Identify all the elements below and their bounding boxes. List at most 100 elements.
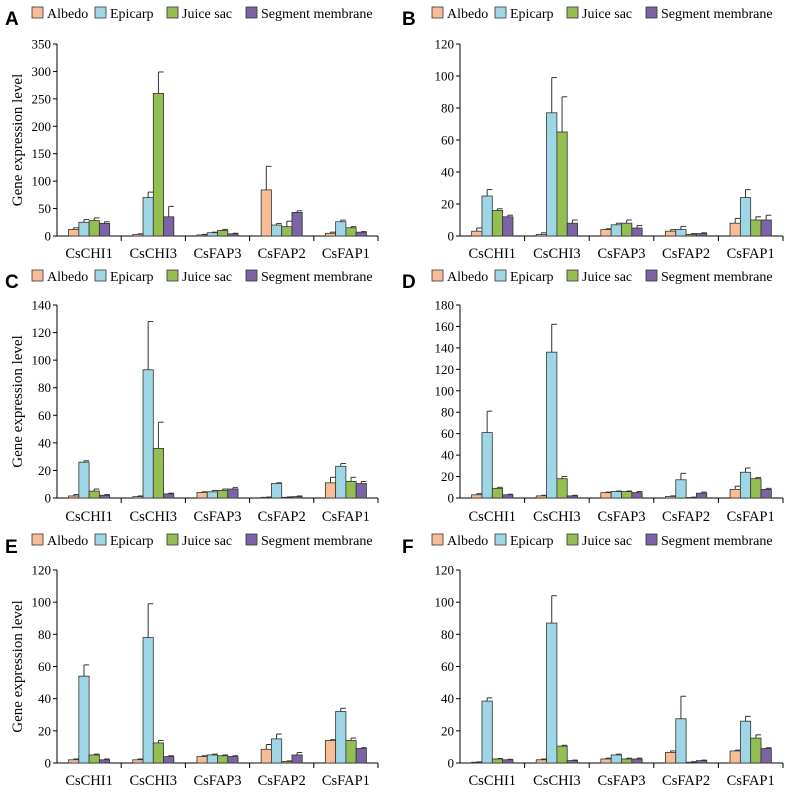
bar-segment-membrane (696, 492, 708, 499)
panel-f: F Albedo Epicarp Juice sac Segment membrane 0… (402, 533, 784, 789)
bar-epicarp (481, 195, 493, 237)
bar-albedo (68, 495, 80, 499)
bar-epicarp (481, 432, 493, 499)
bar-segment-membrane (291, 212, 303, 237)
y-tick-label: 140 (32, 298, 52, 313)
legend-swatch (566, 269, 579, 282)
bar-juice-sac (685, 233, 697, 237)
bar-segment-membrane (291, 496, 303, 499)
bar-segment-membrane (355, 231, 367, 237)
y-tick-label: 300 (32, 64, 52, 79)
legend-swatch (494, 6, 507, 19)
category-label: CsFAP3 (597, 773, 645, 789)
y-tick-label: 350 (32, 37, 52, 52)
bar-epicarp (610, 491, 622, 499)
bar-juice-sac (621, 758, 633, 764)
bar-albedo (729, 750, 741, 764)
bar-segment-membrane (98, 494, 111, 499)
bar-albedo (196, 756, 208, 764)
legend-swatch (645, 6, 658, 19)
bar-albedo (665, 495, 677, 499)
y-tick-label: 60 (441, 133, 454, 148)
bar-segment-membrane (760, 489, 772, 499)
category-label: CsFAP2 (258, 246, 306, 262)
legend-swatch (431, 6, 444, 19)
bar-albedo (471, 230, 483, 237)
legend-label: Epicarp (110, 7, 154, 22)
bar-epicarp (206, 232, 218, 237)
bar-segment-membrane (696, 233, 708, 237)
legend-label: Albedo (47, 270, 88, 285)
legend-swatch (431, 269, 444, 282)
bar-segment-membrane (566, 222, 578, 237)
bar-juice-sac (88, 490, 100, 499)
category-label: CsFAP2 (662, 509, 710, 525)
bar-epicarp (271, 224, 283, 237)
y-tick-label: 20 (441, 197, 454, 212)
legend-label: Epicarp (110, 534, 154, 549)
category-label: CsCHI1 (469, 246, 517, 262)
legend-swatch (94, 533, 107, 546)
panel-b: B Albedo Epicarp Juice sac Segment membrane 0… (402, 6, 784, 262)
bar-epicarp (142, 369, 154, 499)
category-label: CsFAP3 (597, 509, 645, 525)
bar-epicarp (78, 675, 90, 764)
bar-albedo (260, 189, 272, 237)
bar-epicarp (546, 112, 558, 237)
bar-juice-sac (281, 226, 293, 237)
bar-albedo (729, 222, 741, 237)
bar-juice-sac (621, 222, 633, 237)
category-label: CsFAP2 (662, 773, 710, 789)
legend-label: Albedo (47, 7, 88, 22)
category-label: CsFAP3 (597, 246, 645, 262)
legend-label: Epicarp (110, 270, 154, 285)
y-tick-label: 80 (441, 101, 454, 116)
legend-swatch (94, 6, 107, 19)
bar-juice-sac (685, 761, 697, 764)
bar-juice-sac (217, 755, 229, 764)
legend-swatch (245, 269, 258, 282)
bar-juice-sac (750, 478, 762, 499)
y-tick-label: 20 (38, 723, 51, 738)
legend-swatch (566, 533, 579, 546)
bar-segment-membrane (98, 222, 111, 237)
legend-swatch (245, 6, 258, 19)
bar-albedo (729, 489, 741, 499)
category-label: CsFAP1 (727, 509, 775, 525)
bar-epicarp (206, 754, 218, 764)
y-tick-label: 20 (38, 463, 51, 478)
y-tick-label: 80 (441, 627, 454, 642)
legend-label: Epicarp (510, 7, 554, 22)
bar-epicarp (142, 197, 154, 237)
bar-albedo (471, 494, 483, 499)
legend-label: Albedo (447, 270, 488, 285)
bar-albedo (68, 759, 80, 764)
legend-label: Segment membrane (661, 7, 773, 22)
bar-epicarp (739, 197, 752, 237)
category-label: CsCHI1 (469, 509, 517, 525)
y-tick-label: 0 (448, 229, 455, 244)
bar-juice-sac (491, 758, 504, 764)
legend-label: Juice sac (182, 270, 232, 285)
bar-segment-membrane (502, 494, 514, 499)
bar-segment-membrane (502, 759, 514, 764)
y-tick-label: 120 (435, 563, 455, 578)
panel-letter: F (402, 537, 414, 558)
legend-swatch (494, 269, 507, 282)
bar-juice-sac (88, 754, 100, 764)
panel-d: D Albedo Epicarp Juice sac Segment membrane 0… (402, 269, 784, 525)
category-label: CsFAP1 (727, 773, 775, 789)
panel-e: E Albedo Epicarp Juice sac Segment membrane 0… (5, 533, 379, 789)
bar-juice-sac (345, 481, 357, 499)
bar-segment-membrane (566, 495, 578, 499)
y-tick-label: 50 (38, 201, 51, 216)
panel-letter: B (402, 9, 416, 30)
y-tick-label: 140 (435, 340, 455, 355)
legend-label: Segment membrane (661, 534, 773, 549)
category-label: CsFAP1 (322, 773, 370, 789)
y-tick-label: 150 (32, 146, 52, 161)
bar-segment-membrane (760, 748, 772, 764)
bar-albedo (132, 496, 144, 499)
y-tick-label: 120 (32, 563, 52, 578)
bar-segment-membrane (566, 760, 578, 764)
